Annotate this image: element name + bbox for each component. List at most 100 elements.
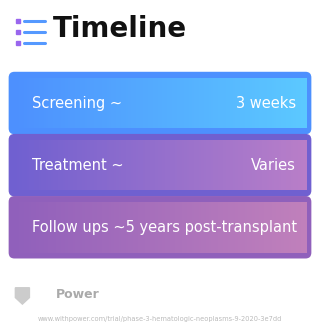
Text: Follow ups ~5 years post-transplant: Follow ups ~5 years post-transplant bbox=[32, 220, 297, 235]
FancyBboxPatch shape bbox=[301, 202, 304, 252]
FancyBboxPatch shape bbox=[56, 140, 59, 190]
FancyBboxPatch shape bbox=[230, 77, 234, 128]
FancyBboxPatch shape bbox=[296, 202, 299, 252]
FancyBboxPatch shape bbox=[65, 140, 69, 190]
FancyBboxPatch shape bbox=[92, 202, 95, 252]
FancyBboxPatch shape bbox=[260, 202, 263, 252]
FancyBboxPatch shape bbox=[199, 140, 202, 190]
FancyBboxPatch shape bbox=[276, 77, 280, 128]
FancyBboxPatch shape bbox=[218, 202, 222, 252]
FancyBboxPatch shape bbox=[56, 77, 59, 128]
FancyBboxPatch shape bbox=[289, 202, 292, 252]
FancyBboxPatch shape bbox=[41, 202, 44, 252]
FancyBboxPatch shape bbox=[247, 77, 251, 128]
FancyBboxPatch shape bbox=[192, 77, 195, 128]
FancyBboxPatch shape bbox=[247, 202, 251, 252]
FancyBboxPatch shape bbox=[9, 72, 311, 134]
FancyBboxPatch shape bbox=[34, 140, 37, 190]
FancyBboxPatch shape bbox=[87, 140, 91, 190]
FancyBboxPatch shape bbox=[264, 77, 268, 128]
FancyBboxPatch shape bbox=[60, 202, 64, 252]
FancyBboxPatch shape bbox=[109, 140, 112, 190]
FancyBboxPatch shape bbox=[228, 202, 231, 252]
FancyBboxPatch shape bbox=[204, 202, 207, 252]
FancyBboxPatch shape bbox=[223, 77, 227, 128]
FancyBboxPatch shape bbox=[22, 77, 25, 128]
FancyBboxPatch shape bbox=[235, 77, 239, 128]
FancyBboxPatch shape bbox=[41, 140, 44, 190]
FancyBboxPatch shape bbox=[293, 77, 297, 128]
FancyBboxPatch shape bbox=[85, 202, 88, 252]
FancyBboxPatch shape bbox=[39, 140, 42, 190]
FancyBboxPatch shape bbox=[109, 202, 112, 252]
FancyBboxPatch shape bbox=[111, 202, 115, 252]
FancyBboxPatch shape bbox=[301, 77, 304, 128]
FancyBboxPatch shape bbox=[60, 140, 64, 190]
FancyBboxPatch shape bbox=[167, 140, 171, 190]
FancyBboxPatch shape bbox=[138, 202, 141, 252]
FancyBboxPatch shape bbox=[68, 202, 71, 252]
FancyBboxPatch shape bbox=[194, 77, 197, 128]
FancyBboxPatch shape bbox=[131, 140, 134, 190]
FancyBboxPatch shape bbox=[133, 202, 137, 252]
FancyBboxPatch shape bbox=[90, 77, 93, 128]
FancyBboxPatch shape bbox=[240, 202, 244, 252]
FancyBboxPatch shape bbox=[233, 140, 236, 190]
FancyBboxPatch shape bbox=[262, 140, 265, 190]
FancyBboxPatch shape bbox=[63, 202, 66, 252]
FancyBboxPatch shape bbox=[92, 77, 95, 128]
FancyBboxPatch shape bbox=[189, 202, 193, 252]
FancyBboxPatch shape bbox=[140, 77, 144, 128]
FancyBboxPatch shape bbox=[243, 140, 246, 190]
FancyBboxPatch shape bbox=[31, 202, 35, 252]
FancyBboxPatch shape bbox=[29, 77, 32, 128]
FancyBboxPatch shape bbox=[255, 140, 258, 190]
FancyBboxPatch shape bbox=[111, 140, 115, 190]
FancyBboxPatch shape bbox=[284, 140, 287, 190]
FancyBboxPatch shape bbox=[121, 77, 124, 128]
FancyBboxPatch shape bbox=[51, 202, 54, 252]
FancyBboxPatch shape bbox=[131, 77, 134, 128]
FancyBboxPatch shape bbox=[114, 140, 117, 190]
FancyBboxPatch shape bbox=[235, 140, 239, 190]
FancyBboxPatch shape bbox=[163, 140, 166, 190]
FancyBboxPatch shape bbox=[94, 77, 98, 128]
FancyBboxPatch shape bbox=[180, 202, 183, 252]
FancyBboxPatch shape bbox=[213, 140, 217, 190]
FancyBboxPatch shape bbox=[73, 202, 76, 252]
FancyBboxPatch shape bbox=[138, 140, 141, 190]
FancyBboxPatch shape bbox=[111, 77, 115, 128]
FancyBboxPatch shape bbox=[223, 140, 227, 190]
FancyBboxPatch shape bbox=[160, 202, 164, 252]
Text: Treatment ~: Treatment ~ bbox=[32, 158, 124, 173]
FancyBboxPatch shape bbox=[138, 77, 141, 128]
FancyBboxPatch shape bbox=[155, 140, 158, 190]
FancyBboxPatch shape bbox=[182, 202, 185, 252]
FancyBboxPatch shape bbox=[85, 77, 88, 128]
FancyBboxPatch shape bbox=[75, 202, 78, 252]
FancyBboxPatch shape bbox=[255, 202, 258, 252]
FancyBboxPatch shape bbox=[102, 202, 105, 252]
FancyBboxPatch shape bbox=[39, 202, 42, 252]
FancyBboxPatch shape bbox=[153, 77, 156, 128]
FancyBboxPatch shape bbox=[175, 202, 178, 252]
FancyBboxPatch shape bbox=[291, 140, 294, 190]
FancyBboxPatch shape bbox=[269, 202, 273, 252]
FancyBboxPatch shape bbox=[99, 140, 103, 190]
FancyBboxPatch shape bbox=[157, 77, 161, 128]
FancyBboxPatch shape bbox=[70, 140, 74, 190]
FancyBboxPatch shape bbox=[252, 140, 256, 190]
FancyBboxPatch shape bbox=[109, 77, 112, 128]
FancyBboxPatch shape bbox=[272, 140, 275, 190]
FancyBboxPatch shape bbox=[143, 77, 146, 128]
FancyBboxPatch shape bbox=[160, 77, 164, 128]
FancyBboxPatch shape bbox=[262, 77, 265, 128]
FancyBboxPatch shape bbox=[245, 202, 248, 252]
FancyBboxPatch shape bbox=[187, 140, 190, 190]
FancyBboxPatch shape bbox=[221, 202, 224, 252]
Polygon shape bbox=[15, 288, 29, 304]
FancyBboxPatch shape bbox=[116, 202, 120, 252]
FancyBboxPatch shape bbox=[257, 202, 260, 252]
FancyBboxPatch shape bbox=[51, 77, 54, 128]
FancyBboxPatch shape bbox=[143, 140, 146, 190]
